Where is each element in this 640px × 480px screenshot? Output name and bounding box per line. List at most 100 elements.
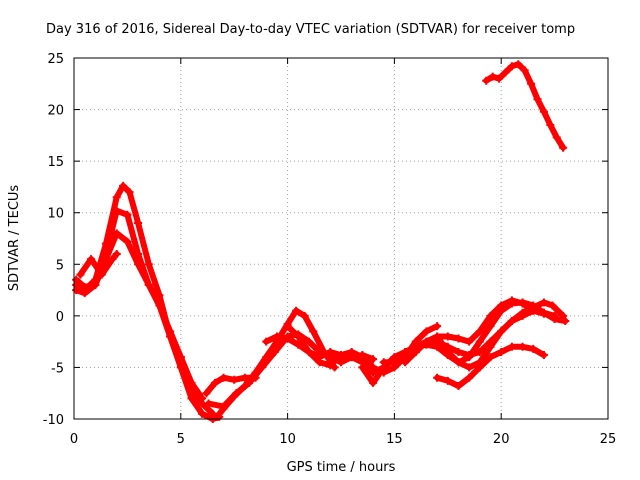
data-point <box>411 347 420 356</box>
x-axis-label: GPS time / hours <box>287 460 396 475</box>
data-point <box>210 378 219 387</box>
data-point <box>125 188 134 197</box>
data-point <box>486 353 495 362</box>
x-tick-label: 10 <box>279 432 296 447</box>
data-point <box>552 133 561 142</box>
data-point <box>176 353 185 362</box>
data-point <box>204 399 213 408</box>
data-point <box>443 376 452 385</box>
x-tick-label: 15 <box>386 432 403 447</box>
y-tick-label: 15 <box>47 155 64 170</box>
data-point <box>533 95 542 104</box>
data-point <box>112 206 121 215</box>
data-point <box>454 347 463 356</box>
data-point <box>187 394 196 403</box>
data-point <box>304 347 313 356</box>
data-point <box>166 327 175 336</box>
data-point <box>454 334 463 343</box>
data-point <box>539 351 548 360</box>
data-point <box>230 375 239 384</box>
x-tick-label: 20 <box>493 432 510 447</box>
data-point <box>518 342 527 351</box>
data-point <box>213 412 222 421</box>
data-point <box>390 358 399 367</box>
data-point <box>454 381 463 390</box>
data-point <box>80 282 89 291</box>
data-point <box>144 280 153 289</box>
data-point <box>497 306 506 315</box>
data-point <box>433 322 442 331</box>
y-tick-label: 20 <box>47 104 64 119</box>
y-tick-label: -5 <box>51 361 64 376</box>
series-line-track-f <box>205 331 376 410</box>
data-point <box>529 306 538 315</box>
y-tick-label: -10 <box>43 413 64 428</box>
data-point <box>369 363 378 372</box>
data-point <box>550 311 559 320</box>
x-tick-label: 25 <box>600 432 617 447</box>
data-point <box>283 334 292 343</box>
data-point <box>198 394 207 403</box>
data-point <box>539 298 548 307</box>
y-tick-label: 10 <box>47 207 64 222</box>
data-point <box>507 317 516 326</box>
data-point <box>539 309 548 318</box>
data-point <box>232 389 241 398</box>
data-point <box>497 327 506 336</box>
data-point <box>76 270 85 279</box>
y-axis-label: SDTVAR / TECUs <box>7 185 22 292</box>
data-point <box>262 337 271 346</box>
data-point <box>548 301 557 310</box>
data-point <box>251 373 260 382</box>
data-point <box>123 237 132 246</box>
data-point <box>315 358 324 367</box>
data-point <box>401 358 410 367</box>
data-point <box>539 107 548 116</box>
data-point <box>155 301 164 310</box>
data-point <box>546 121 555 130</box>
data-point <box>347 347 356 356</box>
data-point <box>208 409 217 418</box>
y-tick-label: 0 <box>56 310 64 325</box>
data-point <box>119 181 128 190</box>
data-point <box>337 351 345 360</box>
data-point <box>240 373 249 382</box>
data-point <box>272 332 281 341</box>
series-layer <box>72 60 570 423</box>
data-point <box>433 337 442 346</box>
data-point <box>309 327 318 336</box>
data-point <box>559 311 568 320</box>
data-point <box>187 378 196 387</box>
series-line-track-o <box>483 61 567 151</box>
data-point <box>475 337 484 346</box>
series-line-track-a <box>73 182 223 422</box>
data-point <box>91 280 100 289</box>
data-point <box>559 143 568 152</box>
data-point <box>465 351 474 360</box>
data-point <box>482 76 491 85</box>
data-point <box>495 74 504 83</box>
x-axis: 0 5 10 15 20 25 <box>70 58 616 447</box>
data-point <box>486 337 495 346</box>
data-point <box>300 311 309 320</box>
data-point <box>283 322 292 331</box>
data-point <box>144 260 153 269</box>
data-point <box>465 373 474 382</box>
data-point <box>422 327 431 336</box>
data-point <box>198 409 207 418</box>
data-point <box>529 344 538 353</box>
data-point <box>337 358 345 367</box>
data-point <box>219 373 228 382</box>
data-point <box>475 363 484 372</box>
data-point <box>112 249 121 258</box>
chart-title: Day 316 of 2016, Sidereal Day-to-day VTE… <box>46 22 575 37</box>
data-point <box>486 322 495 331</box>
data-point <box>123 210 132 219</box>
data-point <box>294 332 303 341</box>
data-point <box>326 361 335 370</box>
data-point <box>304 337 313 346</box>
plot-frame <box>73 57 609 420</box>
data-point <box>497 347 506 356</box>
x-tick-label: 5 <box>177 432 185 447</box>
data-point <box>465 363 474 372</box>
